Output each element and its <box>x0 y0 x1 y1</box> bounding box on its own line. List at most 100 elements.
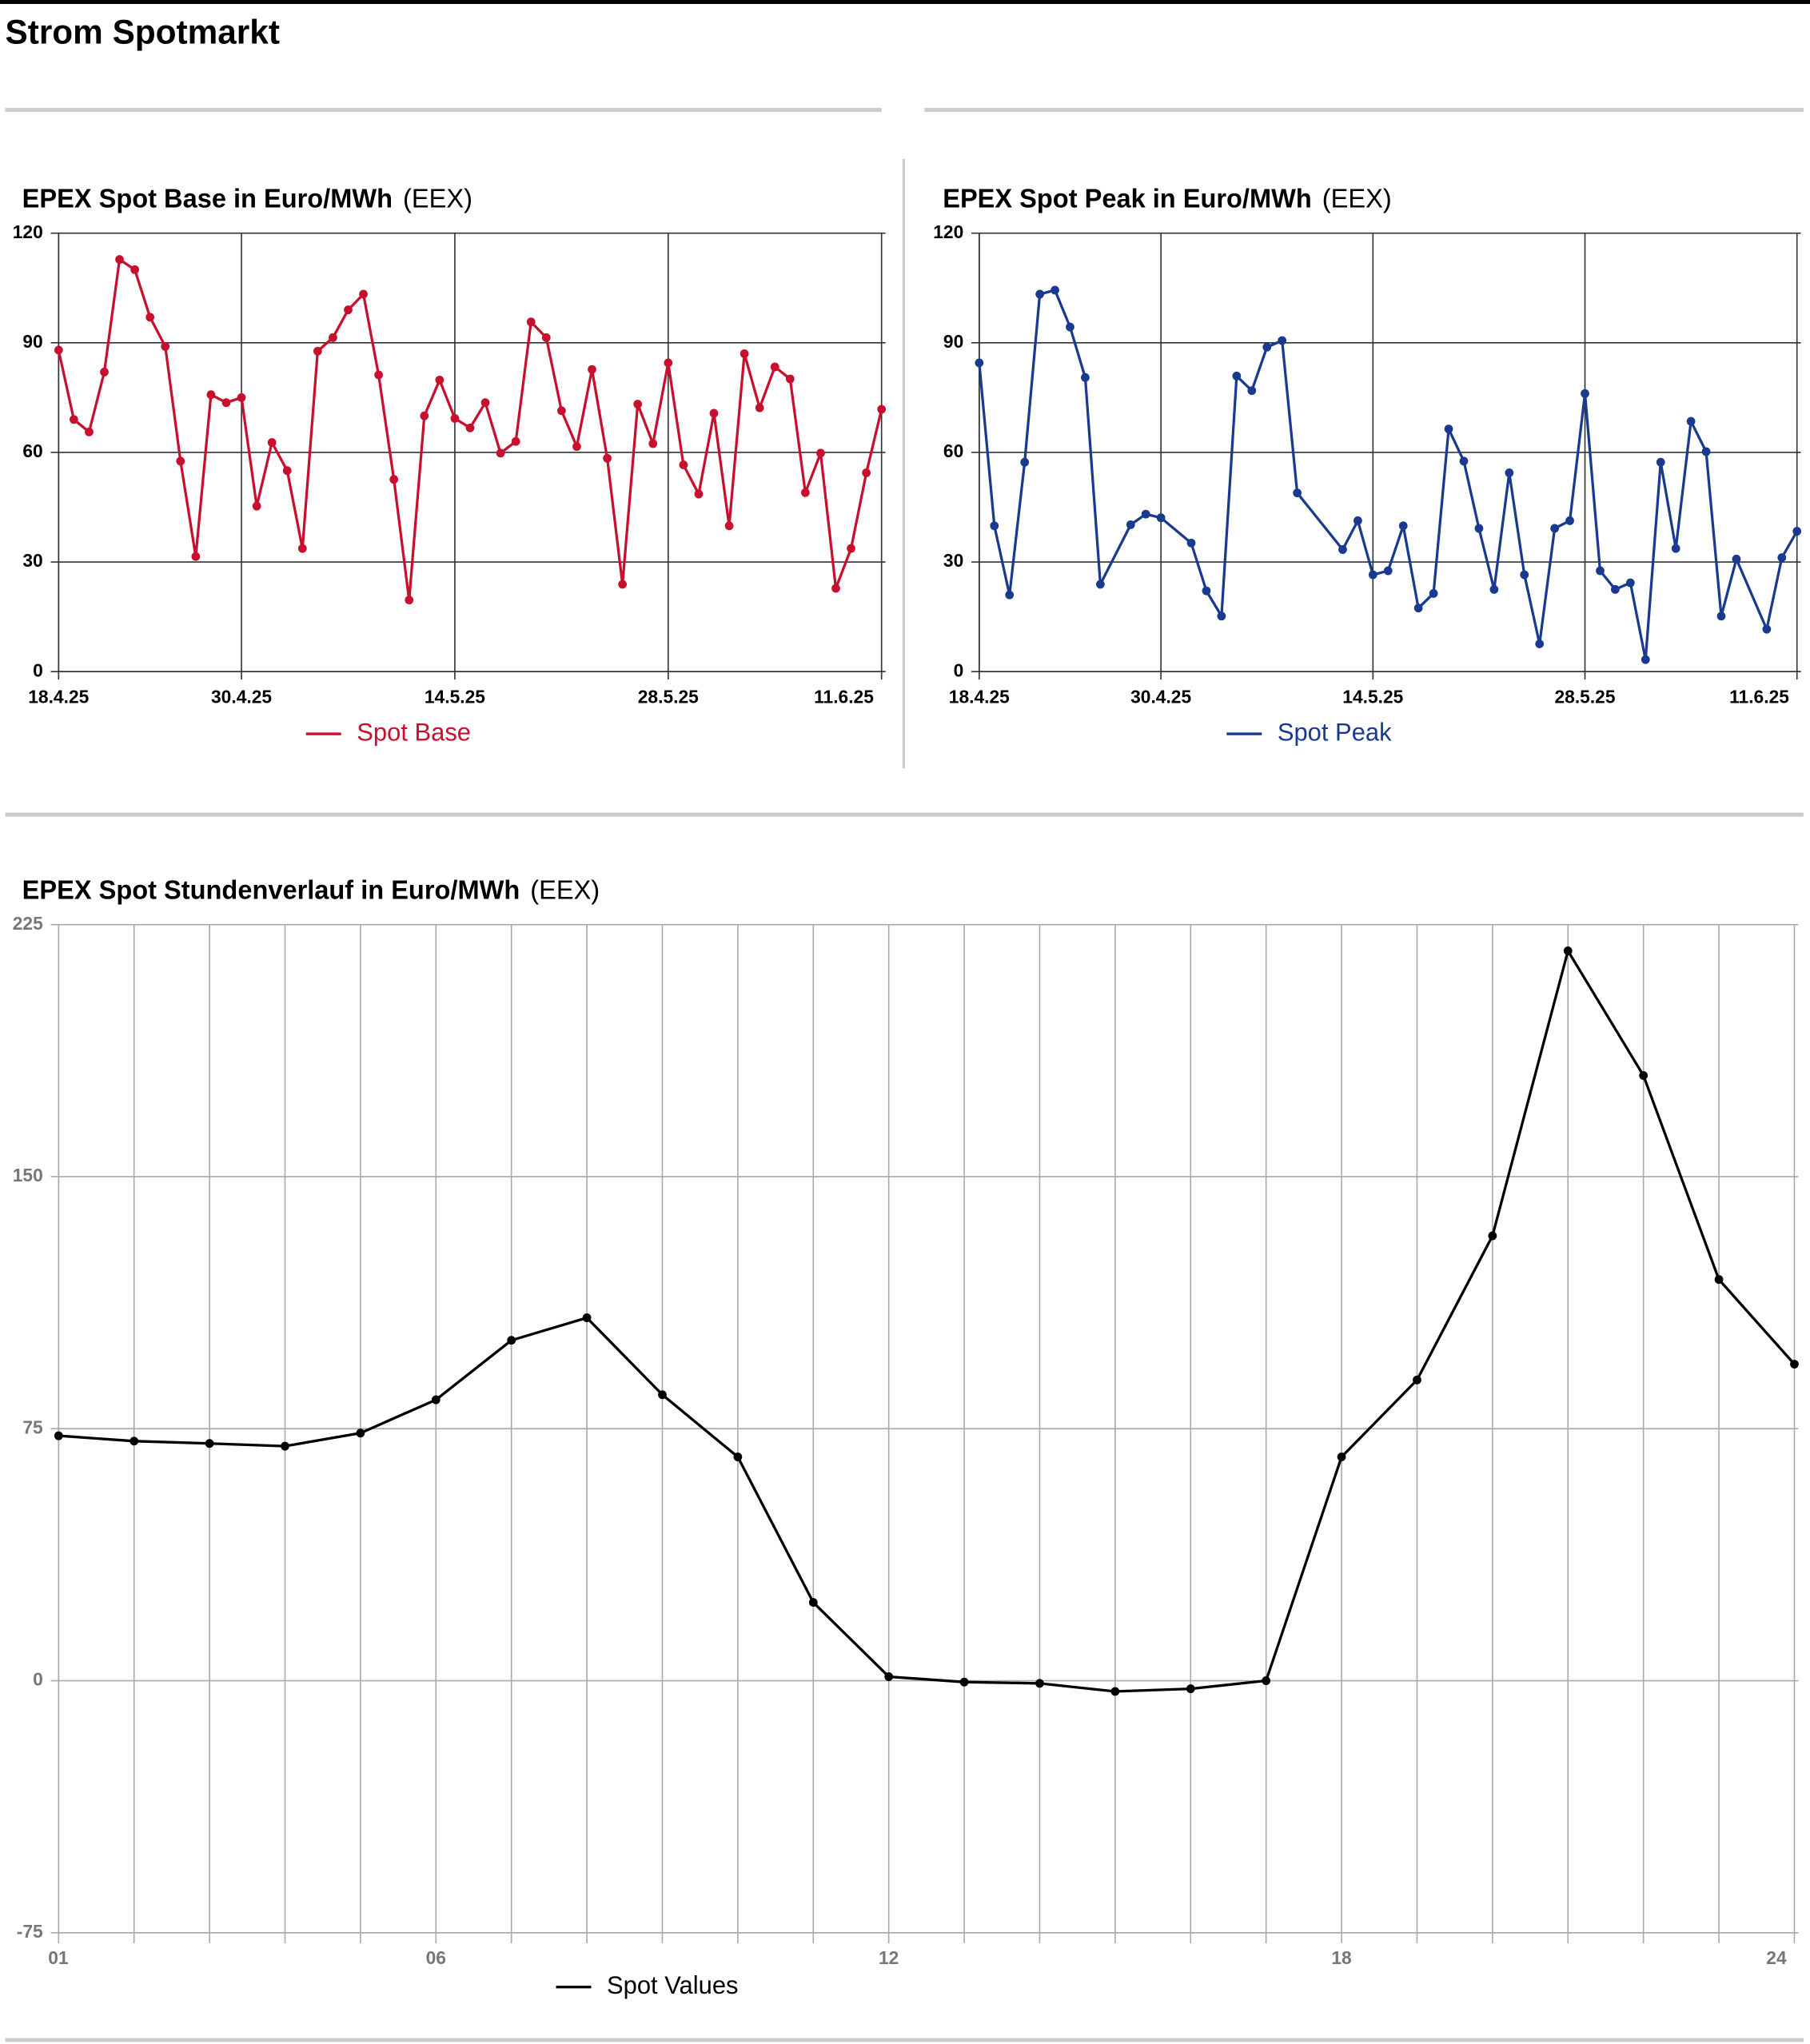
data-point <box>1126 520 1135 529</box>
chart-title: EPEX Spot Peak in Euro/MWh (EEX) <box>943 183 1391 213</box>
data-point <box>1777 553 1787 563</box>
data-point <box>297 544 307 553</box>
data-point <box>800 488 810 497</box>
y-tick-label: 0 <box>33 659 43 680</box>
data-point <box>205 1439 214 1448</box>
data-point <box>54 1431 63 1440</box>
data-point <box>1762 624 1772 634</box>
data-point <box>541 333 551 342</box>
x-tick-label: 01 <box>48 1947 69 1968</box>
data-point <box>1096 580 1105 589</box>
data-point <box>1520 570 1529 580</box>
data-point <box>1611 584 1620 594</box>
data-point <box>1278 336 1287 345</box>
data-point <box>431 1395 441 1405</box>
data-point <box>633 400 643 409</box>
data-point <box>130 1436 139 1446</box>
data-point <box>733 1452 743 1462</box>
data-point <box>435 375 445 384</box>
data-point <box>1338 545 1347 554</box>
data-point <box>1337 1452 1346 1462</box>
data-point <box>618 580 627 589</box>
y-tick-label: -75 <box>17 1921 43 1942</box>
data-point <box>344 305 353 315</box>
data-point <box>237 392 246 402</box>
chart-title-main: EPEX Spot Stundenverlauf in Euro/MWh <box>22 875 520 904</box>
data-point <box>480 398 490 408</box>
data-point <box>374 370 383 380</box>
data-point <box>450 413 460 423</box>
data-point <box>1141 509 1150 519</box>
x-tick-label: 28.5.25 <box>1554 686 1615 707</box>
data-point <box>1262 342 1272 352</box>
data-point <box>420 411 429 420</box>
data-point <box>740 349 749 358</box>
y-tick-label: 90 <box>943 331 963 352</box>
data-point <box>329 333 337 342</box>
data-point <box>709 408 719 418</box>
data-point <box>755 403 764 412</box>
y-tick-label: 120 <box>933 221 963 242</box>
data-point <box>526 317 536 327</box>
data-point <box>1398 521 1408 531</box>
data-point <box>1156 513 1166 523</box>
data-point <box>1232 371 1242 381</box>
data-point <box>1262 1676 1271 1685</box>
data-point <box>161 341 170 351</box>
data-point <box>1790 1360 1799 1369</box>
data-point <box>496 448 505 458</box>
data-point <box>1701 447 1711 456</box>
data-point <box>658 1390 667 1400</box>
data-point <box>206 390 216 400</box>
data-point <box>1639 1070 1649 1080</box>
data-point <box>556 406 566 416</box>
data-point <box>1505 468 1514 477</box>
data-point <box>507 1336 516 1345</box>
data-point <box>465 423 475 432</box>
data-point <box>1565 516 1574 525</box>
data-point <box>1489 584 1499 594</box>
data-point <box>664 358 673 368</box>
legend-label: Spot Values <box>607 1971 739 1999</box>
x-tick-label: 30.4.25 <box>211 686 272 707</box>
x-tick-label: 06 <box>426 1947 446 1968</box>
data-point <box>1444 424 1453 434</box>
data-point <box>405 596 414 605</box>
data-point <box>130 265 139 274</box>
chart-source: (EEX) <box>530 875 600 904</box>
data-point <box>1714 1275 1724 1285</box>
data-point <box>267 438 277 448</box>
data-point <box>1459 456 1469 466</box>
data-point <box>176 456 185 466</box>
data-point <box>356 1428 365 1438</box>
page-title: Strom Spotmarkt <box>6 13 280 51</box>
data-point <box>1625 578 1635 588</box>
y-tick-label: 30 <box>22 550 42 571</box>
data-point <box>85 427 94 436</box>
data-point <box>146 313 155 322</box>
y-tick-label: 60 <box>22 440 42 461</box>
data-point <box>389 475 399 484</box>
series-line <box>58 947 1796 1693</box>
x-tick-label: 14.5.25 <box>1342 686 1403 707</box>
data-point <box>975 358 984 368</box>
data-point <box>1792 527 1802 536</box>
data-point <box>359 289 368 299</box>
data-point <box>1429 588 1438 598</box>
x-tick-label: 12 <box>879 1947 899 1968</box>
data-point <box>511 436 520 446</box>
data-point <box>54 345 63 355</box>
data-point <box>1563 946 1573 955</box>
legend-label: Spot Base <box>357 718 471 746</box>
data-point <box>847 544 855 553</box>
x-tick-label: 18 <box>1331 1947 1352 1968</box>
y-tick-label: 90 <box>22 331 42 352</box>
chart-source: (EEX) <box>1322 183 1392 213</box>
x-tick-label: 11.6.25 <box>814 686 874 707</box>
data-point <box>770 362 779 372</box>
data-point <box>1383 566 1393 576</box>
data-point <box>862 468 871 477</box>
y-tick-label: 30 <box>943 550 963 571</box>
data-point <box>115 255 124 265</box>
